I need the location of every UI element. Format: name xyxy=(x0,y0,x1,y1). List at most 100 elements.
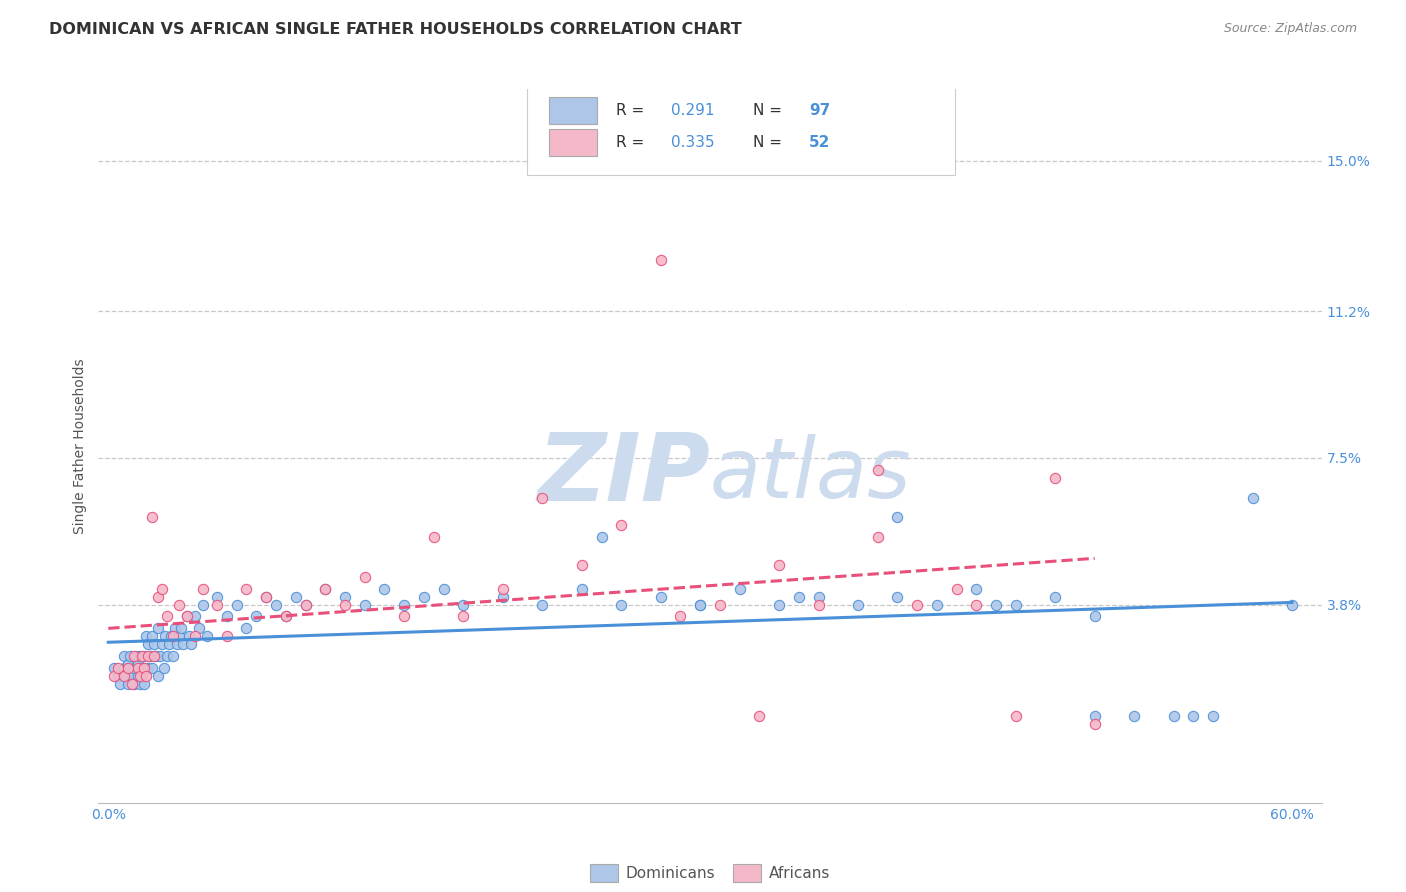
Point xyxy=(131,649,153,664)
Point xyxy=(142,649,165,664)
Point xyxy=(264,598,287,612)
Point xyxy=(768,558,790,572)
Point xyxy=(132,661,155,675)
Point xyxy=(136,637,159,651)
Text: Source: ZipAtlas.com: Source: ZipAtlas.com xyxy=(1223,22,1357,36)
Point xyxy=(807,598,830,612)
Point xyxy=(531,491,554,505)
Point xyxy=(122,661,145,675)
Point xyxy=(571,582,593,596)
Point xyxy=(184,629,207,643)
Point xyxy=(1084,716,1107,731)
Text: R =: R = xyxy=(616,136,650,150)
Point xyxy=(141,510,163,524)
Point xyxy=(146,669,169,683)
Point xyxy=(453,609,475,624)
Point xyxy=(169,629,191,643)
Point xyxy=(142,637,165,651)
Point xyxy=(176,609,198,624)
Point xyxy=(235,621,257,635)
Point xyxy=(103,669,125,683)
Point xyxy=(689,598,711,612)
Point xyxy=(121,669,143,683)
Point xyxy=(107,669,129,683)
Point xyxy=(132,677,155,691)
Point xyxy=(1241,491,1264,505)
Text: 0.291: 0.291 xyxy=(671,103,714,118)
Point xyxy=(254,590,277,604)
Point xyxy=(135,629,157,643)
Point xyxy=(245,609,267,624)
Point xyxy=(433,582,456,596)
FancyBboxPatch shape xyxy=(526,82,955,175)
Point xyxy=(294,598,316,612)
Point xyxy=(184,609,207,624)
Point xyxy=(1004,598,1026,612)
Y-axis label: Single Father Households: Single Father Households xyxy=(73,359,87,533)
Point xyxy=(107,661,129,675)
Point xyxy=(284,590,307,604)
Point xyxy=(314,582,336,596)
Point xyxy=(125,649,148,664)
Point xyxy=(128,649,150,664)
Point xyxy=(984,598,1007,612)
Point xyxy=(128,669,150,683)
Point xyxy=(127,657,149,671)
Point xyxy=(191,598,214,612)
Legend: Dominicans, Africans: Dominicans, Africans xyxy=(583,858,837,888)
Point xyxy=(179,629,201,643)
Point xyxy=(748,708,770,723)
Point xyxy=(205,590,228,604)
Point xyxy=(571,558,593,572)
Point xyxy=(136,649,159,664)
Point xyxy=(492,590,515,604)
Point xyxy=(138,649,160,664)
Point xyxy=(689,598,711,612)
Point xyxy=(392,598,416,612)
Text: 0.335: 0.335 xyxy=(671,136,714,150)
Point xyxy=(1163,708,1185,723)
Point xyxy=(235,582,257,596)
Point xyxy=(610,598,633,612)
Point xyxy=(353,598,375,612)
Point xyxy=(965,582,987,596)
Point xyxy=(112,669,135,683)
Point xyxy=(254,590,277,604)
Point xyxy=(162,649,184,664)
Point xyxy=(1123,708,1146,723)
Point xyxy=(112,661,135,675)
Point xyxy=(141,629,163,643)
Point xyxy=(150,582,173,596)
Point xyxy=(118,649,141,664)
Point xyxy=(112,649,135,664)
Point xyxy=(136,661,159,675)
Point xyxy=(160,629,183,643)
Point xyxy=(131,661,153,675)
Text: atlas: atlas xyxy=(710,434,911,515)
Point xyxy=(1004,708,1026,723)
Point xyxy=(117,657,139,671)
Point xyxy=(103,661,125,675)
Text: R =: R = xyxy=(616,103,650,118)
Point xyxy=(610,518,633,533)
Point xyxy=(373,582,395,596)
Point xyxy=(333,590,356,604)
Point xyxy=(274,609,297,624)
Point xyxy=(1182,708,1205,723)
Point xyxy=(156,649,179,664)
Point xyxy=(1045,471,1067,485)
Text: 52: 52 xyxy=(808,136,831,150)
Point xyxy=(169,598,191,612)
FancyBboxPatch shape xyxy=(548,97,598,124)
Point xyxy=(127,669,149,683)
Point xyxy=(152,661,174,675)
Point xyxy=(215,609,238,624)
Point xyxy=(122,677,145,691)
Point xyxy=(180,637,202,651)
Point xyxy=(728,582,751,596)
Text: 97: 97 xyxy=(808,103,831,118)
Point xyxy=(591,530,613,544)
Point xyxy=(131,669,153,683)
Point xyxy=(195,629,218,643)
Point xyxy=(333,598,356,612)
